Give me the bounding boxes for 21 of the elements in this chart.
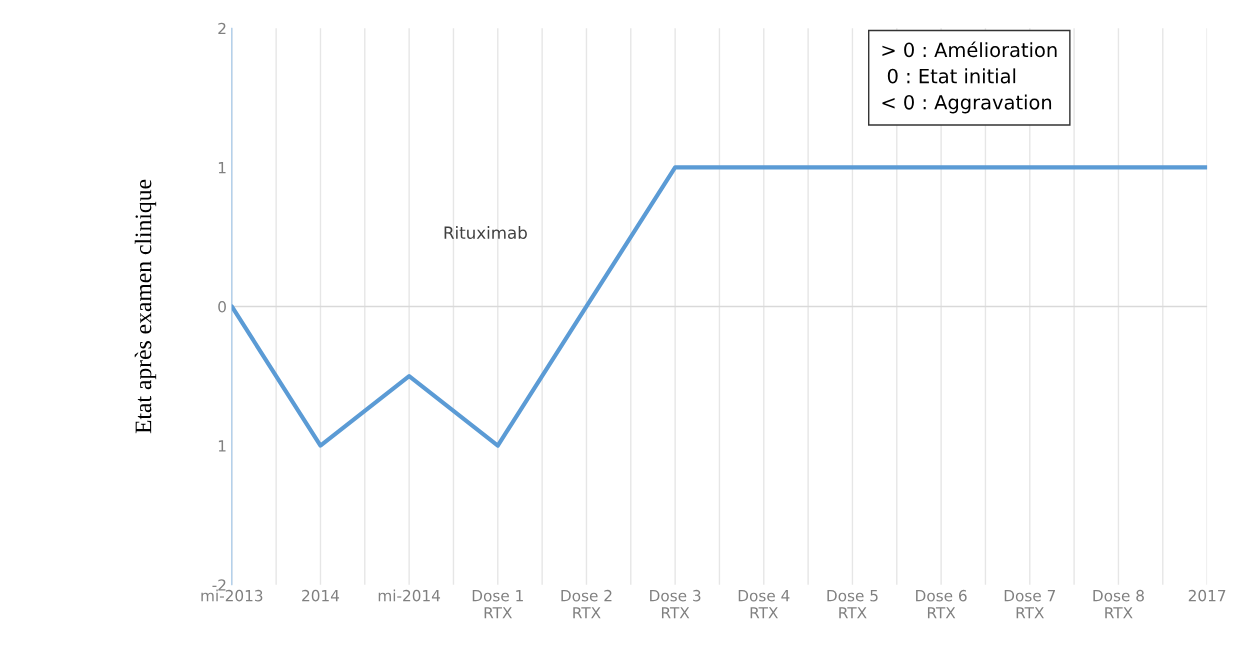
x-tick-label: Dose 4 RTX — [738, 590, 790, 619]
x-tick-label: Dose 1 RTX — [472, 590, 523, 619]
x-tick-label: Dose 8 RTX — [1093, 589, 1144, 619]
x-tick-label: Dose 2 RTX — [561, 589, 612, 619]
annotation: > 0 : Amélioration 0 : Etat initial < 0 : Aggravation — [882, 41, 1057, 114]
x-tick-label: mi-2014 — [378, 589, 441, 602]
y-axis-title: Etat après examen clinique — [134, 179, 157, 434]
x-tick-label: 2014 — [302, 589, 340, 602]
line-series — [231, 165, 1208, 448]
x-tick-label: Dose 5 RTX — [827, 590, 878, 619]
x-tick-label: Dose 7 RTX — [1004, 590, 1055, 619]
y-tick-label: 0 — [218, 300, 226, 313]
y-tick-label: 2 — [218, 22, 226, 35]
x-tick-label: 2017 — [1188, 589, 1226, 602]
x-tick-label: Dose 6 RTX — [916, 589, 967, 619]
annotation: Rituximab — [444, 226, 527, 239]
y-tick-label: 1 — [218, 440, 226, 452]
x-tick-label: mi-2013 — [201, 589, 263, 602]
x-tick-label: Dose 3 RTX — [650, 589, 701, 619]
y-tick-label: 1 — [218, 162, 226, 174]
y-tick-label: -2 — [212, 579, 226, 591]
